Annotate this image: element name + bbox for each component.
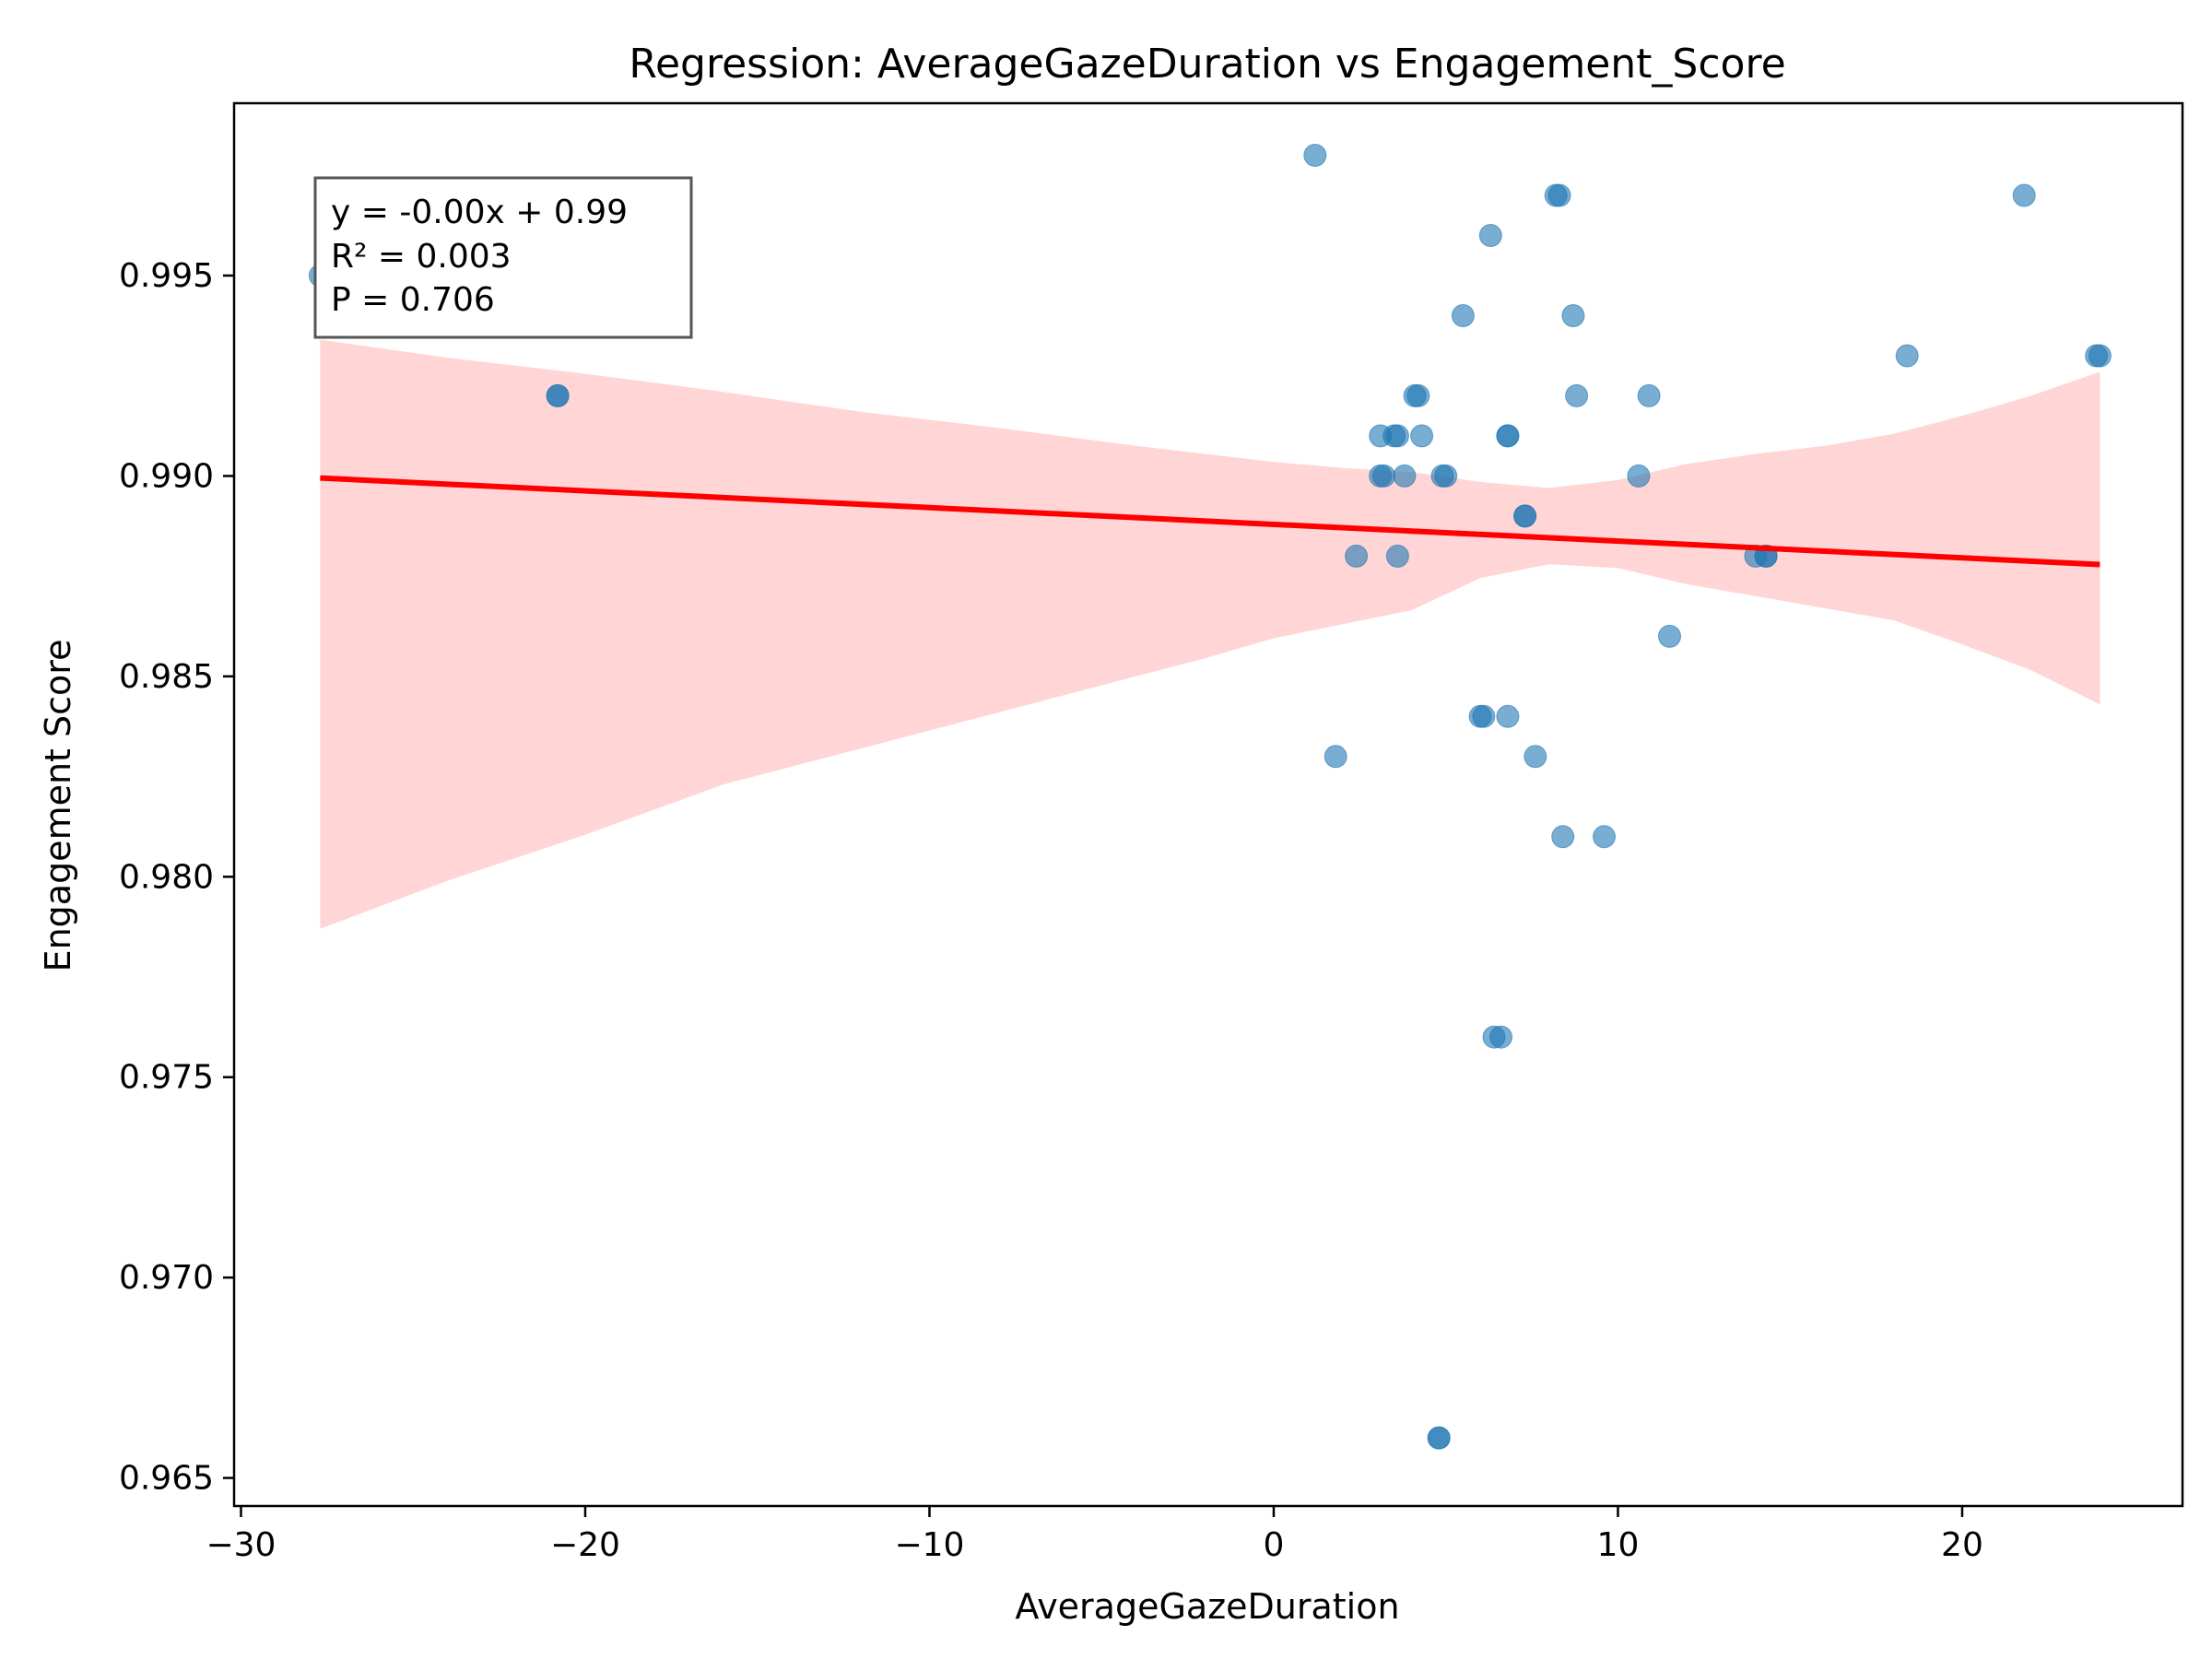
data-point (1496, 424, 1520, 448)
y-tick-label: 0.995 (119, 257, 214, 295)
y-axis-label: Engagement Score (38, 640, 78, 972)
x-tick-label: −10 (894, 1526, 964, 1564)
regression-annotation: y = -0.00x + 0.99 R² = 0.003 P = 0.706 (313, 176, 693, 339)
data-point (1561, 304, 1585, 327)
x-tick-label: −30 (206, 1526, 276, 1564)
data-point (1410, 424, 1434, 448)
annotation-equation: y = -0.00x + 0.99 (331, 194, 628, 231)
data-point (1524, 745, 1547, 769)
y-tick-label: 0.990 (119, 457, 214, 495)
annotation-box (313, 176, 693, 339)
data-point (1593, 825, 1616, 849)
data-point (1385, 544, 1409, 568)
annotation-r-squared: R² = 0.003 (331, 238, 512, 276)
data-point (1385, 424, 1409, 448)
chart-title: Regression: AverageGazeDuration vs Engag… (629, 41, 1785, 88)
data-point (1372, 464, 1395, 488)
plot-frame (232, 101, 2184, 1508)
data-point (1434, 464, 1458, 488)
data-point (1472, 704, 1496, 728)
y-tick-label: 0.975 (119, 1059, 214, 1097)
scatter-points (308, 144, 2112, 1450)
data-point (1565, 383, 1589, 407)
data-point (1406, 383, 1430, 407)
data-point (1427, 1426, 1451, 1450)
data-point (2088, 344, 2112, 368)
data-point (2012, 183, 2036, 207)
data-point (1496, 704, 1520, 728)
data-point (1513, 504, 1537, 528)
data-point (1393, 464, 1417, 488)
data-point (1547, 183, 1571, 207)
data-point (546, 383, 570, 407)
x-axis-label: AverageGazeDuration (1015, 1586, 1399, 1627)
data-point (1627, 464, 1651, 488)
confidence-band (320, 339, 2100, 929)
y-tick-label: 0.970 (119, 1259, 214, 1297)
data-point (1489, 1025, 1512, 1049)
data-point (1478, 224, 1502, 247)
plot-area: −30 −20 −10 0 10 20 0.965 0.970 0.975 0.980 0.985 0… (119, 101, 2184, 1564)
x-tick-label: 0 (1264, 1526, 1285, 1564)
x-tick-label: −20 (550, 1526, 620, 1564)
y-tick-label: 0.985 (119, 658, 214, 696)
x-tick-label: 10 (1597, 1526, 1640, 1564)
y-tick-label: 0.980 (119, 858, 214, 896)
data-point (1303, 144, 1327, 167)
data-point (1637, 383, 1661, 407)
annotation-p-value: P = 0.706 (331, 281, 495, 319)
regression-line (320, 475, 2100, 568)
data-point (1895, 344, 1919, 368)
y-tick-label: 0.965 (119, 1460, 214, 1498)
data-point (1345, 544, 1369, 568)
data-point (1451, 304, 1475, 327)
data-point (1658, 624, 1681, 648)
data-point (1551, 825, 1575, 849)
x-tick-label: 20 (1941, 1526, 1983, 1564)
data-point (1324, 745, 1347, 769)
